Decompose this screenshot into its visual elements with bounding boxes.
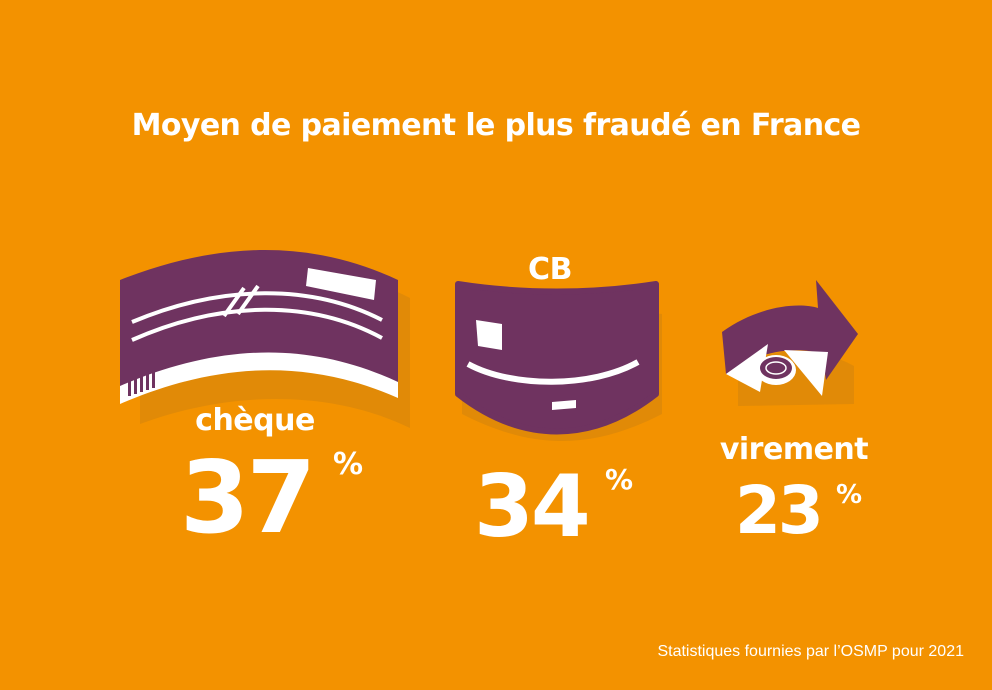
label-cb: CB: [528, 252, 572, 287]
unit-cb: %: [605, 463, 634, 496]
bank-card-icon: [455, 281, 662, 441]
unit-cheque: %: [333, 447, 364, 482]
value-virement: 23: [735, 472, 824, 549]
cheque-icon: [120, 250, 410, 428]
unit-virement: %: [836, 480, 863, 510]
footer-source: Statistiques fournies par l’OSMP pour 20…: [657, 643, 964, 660]
label-cheque: chèque: [195, 403, 315, 438]
page-title: Moyen de paiement le plus fraudé en Fran…: [131, 108, 861, 143]
value-cheque: 37: [180, 439, 316, 556]
label-virement: virement: [719, 432, 869, 467]
value-cb: 34: [474, 457, 591, 557]
transfer-arrow-icon: [722, 280, 858, 406]
